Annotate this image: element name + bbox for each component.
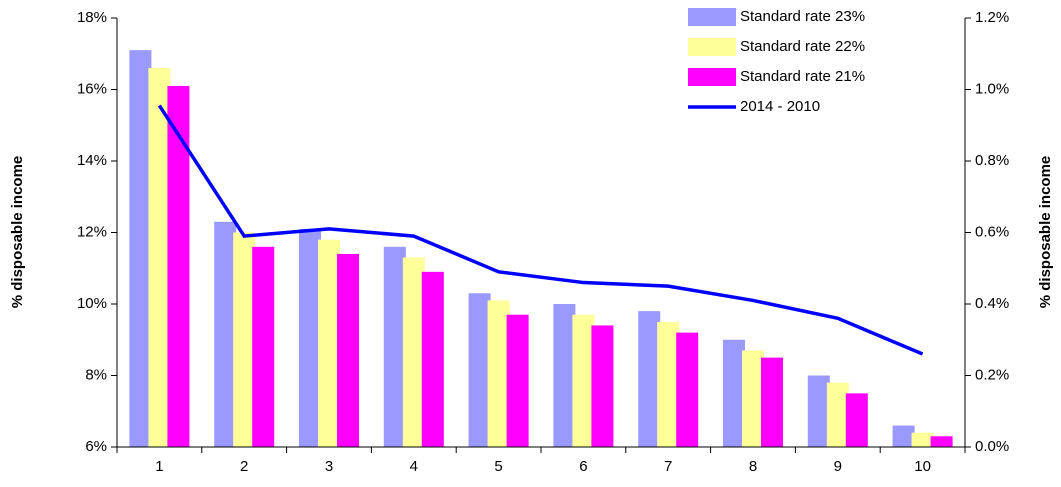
bar (506, 314, 529, 447)
x-tick-label: 2 (240, 458, 248, 475)
bar (252, 246, 275, 447)
x-tick-label: 7 (664, 458, 672, 475)
y-tick-label: 18% (77, 9, 107, 26)
bar (845, 393, 868, 447)
x-tick-label: 8 (749, 458, 757, 475)
bar (930, 436, 953, 447)
x-tick-label: 5 (494, 458, 502, 475)
bar (892, 425, 915, 447)
bar (676, 332, 699, 447)
y2-tick-label: 1.0% (975, 80, 1009, 97)
bar (657, 321, 680, 447)
y-axis-label: % disposable income (9, 156, 26, 309)
bar (911, 432, 934, 447)
bar (299, 228, 321, 447)
bar (214, 221, 237, 447)
legend-swatch (688, 68, 736, 86)
x-tick-label: 10 (914, 458, 931, 475)
legend-swatch (688, 38, 736, 56)
bar (129, 50, 152, 448)
bar (742, 350, 764, 447)
line (157, 104, 924, 356)
y2-tick-label: 0.8% (975, 152, 1009, 169)
bar (383, 246, 406, 447)
bar (148, 68, 171, 448)
legend-label: Standard rate 21% (740, 68, 865, 85)
y2-tick-label: 0.0% (975, 438, 1009, 455)
bar (337, 253, 359, 447)
bar (553, 304, 576, 447)
bar (807, 375, 830, 447)
x-tick-label: 9 (834, 458, 842, 475)
x-tick-label: 1 (155, 458, 163, 475)
legend-label: Standard rate 22% (740, 38, 865, 55)
x-tick-label: 4 (410, 458, 418, 475)
bar (572, 314, 595, 447)
bar (638, 311, 661, 447)
bar (318, 239, 340, 447)
y-tick-label: 12% (77, 223, 107, 240)
legend-label: 2014 - 2010 (740, 98, 820, 115)
y-tick-label: 8% (85, 366, 107, 383)
x-tick-label: 6 (579, 458, 587, 475)
bar (487, 300, 510, 447)
bar (761, 357, 783, 447)
legend-label: Standard rate 23% (740, 8, 865, 25)
bar (468, 293, 491, 447)
y-tick-label: 14% (77, 152, 107, 169)
y2-tick-label: 0.2% (975, 366, 1009, 383)
x-tick-label: 3 (325, 458, 333, 475)
y-tick-label: 16% (77, 80, 107, 97)
y2-tick-label: 0.4% (975, 295, 1009, 312)
bar (421, 271, 444, 447)
y-tick-label: 10% (77, 295, 107, 312)
bar (402, 257, 425, 447)
bar (167, 85, 190, 448)
bar (591, 325, 614, 447)
y2-axis-label: % disposable income (1037, 156, 1054, 309)
bar (723, 339, 745, 447)
legend-swatch (688, 8, 736, 26)
y-tick-label: 6% (85, 438, 107, 455)
y2-tick-label: 0.6% (975, 223, 1009, 240)
y2-tick-label: 1.2% (975, 9, 1009, 26)
bar (826, 382, 849, 447)
bar (233, 232, 256, 447)
